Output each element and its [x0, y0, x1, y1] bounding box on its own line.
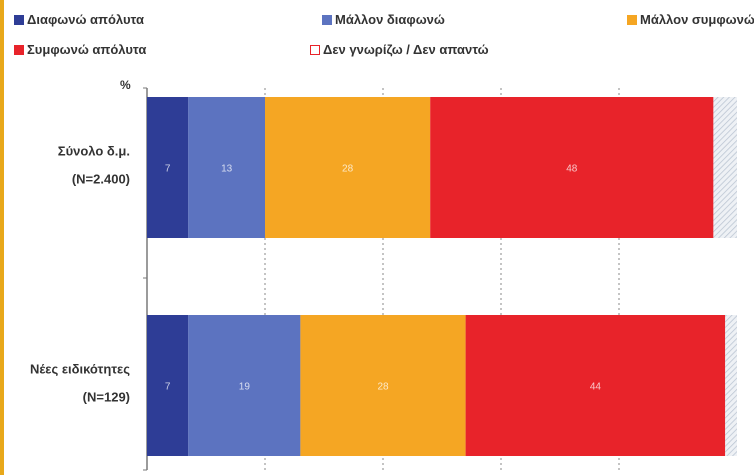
category-label: Νέες ειδικότητες	[30, 362, 130, 377]
data-label: 7	[165, 164, 171, 175]
legend-label: Δεν γνωρίζω / Δεν απαντώ	[323, 42, 489, 57]
bar-segment	[713, 97, 737, 238]
legend-item-rather-disagree: Μάλλον διαφωνώ	[322, 12, 445, 27]
bar-segment	[465, 315, 726, 456]
unit-label: %	[120, 78, 131, 92]
left-accent-rule	[0, 0, 4, 475]
data-label: 44	[590, 382, 602, 393]
legend-item-dont-know: Δεν γνωρίζω / Δεν απαντώ	[310, 42, 489, 57]
bar-segment	[430, 97, 714, 238]
data-label: 19	[239, 382, 251, 393]
bar-segment	[147, 97, 189, 238]
bar-segment	[725, 315, 737, 456]
legend-item-disagree-fully: Διαφωνώ απόλυτα	[14, 12, 144, 27]
category-label: (N=2.400)	[72, 172, 130, 187]
legend-item-rather-agree: Μάλλον συμφωνώ	[627, 12, 754, 27]
legend-label: Μάλλον διαφωνώ	[335, 12, 445, 27]
legend-label: Μάλλον συμφωνώ	[640, 12, 754, 27]
data-label: 13	[221, 164, 233, 175]
legend-item-agree-fully: Συμφωνώ απόλυτα	[14, 42, 146, 57]
legend-swatch	[14, 44, 24, 55]
data-label: 28	[342, 164, 354, 175]
legend-swatch	[14, 14, 24, 25]
data-label: 48	[566, 164, 578, 175]
bar-segment	[188, 315, 301, 456]
legend-label: Διαφωνώ απόλυτα	[27, 12, 144, 27]
legend-label: Συμφωνώ απόλυτα	[27, 42, 147, 57]
bar-segment	[188, 97, 265, 238]
data-label: 28	[377, 382, 389, 393]
bar-segment	[265, 97, 431, 238]
bar-segment	[300, 315, 466, 456]
legend-swatch	[322, 14, 332, 25]
category-label: (N=129)	[83, 390, 130, 405]
category-label: Σύνολο δ.μ.	[58, 144, 130, 159]
legend-swatch	[310, 44, 320, 55]
legend-swatch	[627, 14, 637, 25]
bar-segment	[147, 315, 189, 456]
data-label: 7	[165, 382, 171, 393]
